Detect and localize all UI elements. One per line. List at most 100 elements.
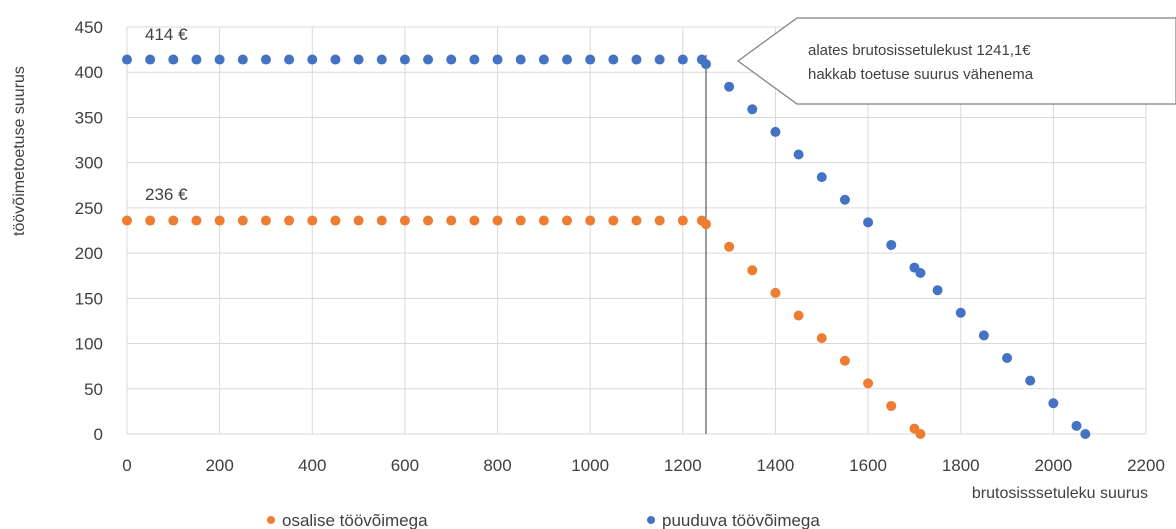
point-s0-11 bbox=[376, 215, 387, 226]
grid bbox=[126, 26, 1147, 435]
point-s1-1 bbox=[145, 54, 156, 65]
point-s0-31 bbox=[816, 333, 827, 344]
point-s1-22 bbox=[631, 54, 642, 65]
point-s0-8 bbox=[307, 215, 318, 226]
point-s0-1 bbox=[145, 215, 156, 226]
point-s1-38 bbox=[955, 307, 966, 318]
point-s1-21 bbox=[608, 54, 619, 65]
point-s0-2 bbox=[168, 215, 179, 226]
callout: alates brutosissetulekust 1241,1€ hakkab… bbox=[736, 17, 1176, 105]
point-s1-37 bbox=[932, 285, 943, 296]
point-s1-9 bbox=[330, 54, 341, 65]
y-tick-200: 200 bbox=[75, 244, 103, 263]
point-s1-26 bbox=[700, 59, 711, 70]
point-s1-27 bbox=[724, 81, 735, 92]
point-s1-11 bbox=[376, 54, 387, 65]
callout-line-1: alates brutosissetulekust 1241,1€ bbox=[808, 42, 1031, 59]
legend-marker-puuduva bbox=[647, 516, 655, 524]
point-s1-12 bbox=[399, 54, 410, 65]
point-s0-26 bbox=[700, 219, 711, 230]
point-s0-24 bbox=[677, 215, 688, 226]
point-s0-15 bbox=[469, 215, 480, 226]
y-tick-450: 450 bbox=[75, 18, 103, 37]
point-s1-20 bbox=[585, 54, 596, 65]
point-s0-17 bbox=[515, 215, 526, 226]
point-s1-40 bbox=[1002, 353, 1013, 364]
point-s0-21 bbox=[608, 215, 619, 226]
point-s0-22 bbox=[631, 215, 642, 226]
point-s1-0 bbox=[122, 54, 132, 65]
point-s0-19 bbox=[562, 215, 573, 226]
point-s0-34 bbox=[886, 400, 897, 411]
series-0 bbox=[122, 215, 926, 439]
point-s1-10 bbox=[353, 54, 364, 65]
point-s1-28 bbox=[747, 104, 758, 115]
point-s1-32 bbox=[839, 194, 850, 205]
point-s0-29 bbox=[770, 287, 781, 298]
point-s0-0 bbox=[122, 215, 132, 226]
x-tick-1200: 1200 bbox=[664, 456, 702, 475]
point-s0-28 bbox=[747, 265, 758, 276]
y-tick-300: 300 bbox=[75, 154, 103, 173]
point-s0-12 bbox=[399, 215, 410, 226]
point-s1-17 bbox=[515, 54, 526, 65]
point-s1-14 bbox=[446, 54, 457, 65]
x-tick-600: 600 bbox=[391, 456, 419, 475]
point-s0-14 bbox=[446, 215, 457, 226]
point-s1-29 bbox=[770, 126, 781, 137]
point-s1-36 bbox=[915, 268, 926, 279]
x-tick-1400: 1400 bbox=[757, 456, 795, 475]
point-s0-6 bbox=[260, 215, 271, 226]
point-s1-2 bbox=[168, 54, 179, 65]
x-tick-1600: 1600 bbox=[849, 456, 887, 475]
x-tick-labels: 0 200 400 600 800 1000 1200 1400 1600 1800 2000 220… bbox=[122, 456, 1165, 475]
point-s0-18 bbox=[538, 215, 549, 226]
point-s1-19 bbox=[562, 54, 573, 65]
x-axis-label: brutosisssetuleku suurus bbox=[972, 485, 1148, 502]
point-s1-43 bbox=[1071, 420, 1082, 431]
legend-label-osalise: osalise töövõimega bbox=[282, 511, 428, 529]
point-s1-15 bbox=[469, 54, 480, 65]
x-tick-1800: 1800 bbox=[942, 456, 980, 475]
point-s1-4 bbox=[214, 54, 225, 65]
point-s0-4 bbox=[214, 215, 225, 226]
x-tick-1000: 1000 bbox=[571, 456, 609, 475]
y-tick-100: 100 bbox=[75, 335, 103, 354]
y-tick-50: 50 bbox=[84, 380, 103, 399]
point-s0-9 bbox=[330, 215, 341, 226]
x-tick-0: 0 bbox=[122, 456, 131, 475]
legend-label-puuduva: puuduva töövõimega bbox=[662, 511, 820, 529]
callout-shape bbox=[736, 17, 1176, 105]
y-axis-label: töövõimetoetuse suurus bbox=[11, 66, 28, 236]
callout-line-2: hakkab toetuse suurus vähenema bbox=[808, 66, 1034, 83]
point-s0-33 bbox=[863, 378, 874, 389]
label-414: 414 € bbox=[145, 25, 188, 44]
x-tick-2200: 2200 bbox=[1127, 456, 1165, 475]
x-tick-200: 200 bbox=[205, 456, 233, 475]
label-236: 236 € bbox=[145, 185, 188, 204]
point-s1-44 bbox=[1080, 429, 1091, 439]
point-s1-6 bbox=[260, 54, 271, 65]
point-s1-33 bbox=[863, 217, 874, 228]
point-s0-36 bbox=[915, 429, 926, 439]
point-s1-7 bbox=[284, 54, 295, 65]
point-s0-20 bbox=[585, 215, 596, 226]
point-s0-16 bbox=[492, 215, 503, 226]
x-tick-2000: 2000 bbox=[1034, 456, 1072, 475]
point-s0-30 bbox=[793, 310, 804, 321]
point-s1-18 bbox=[538, 54, 549, 65]
data-points bbox=[122, 54, 1091, 439]
y-tick-350: 350 bbox=[75, 108, 103, 127]
point-s1-24 bbox=[677, 54, 688, 65]
y-tick-150: 150 bbox=[75, 289, 103, 308]
point-s0-32 bbox=[839, 355, 850, 366]
point-s1-42 bbox=[1048, 398, 1059, 409]
y-tick-250: 250 bbox=[75, 199, 103, 218]
point-s0-5 bbox=[237, 215, 248, 226]
point-s1-31 bbox=[816, 172, 827, 183]
legend: osalise töövõimega puuduva töövõimega bbox=[267, 511, 820, 529]
y-tick-0: 0 bbox=[94, 425, 103, 444]
point-s1-23 bbox=[654, 54, 665, 65]
y-tick-400: 400 bbox=[75, 63, 103, 82]
